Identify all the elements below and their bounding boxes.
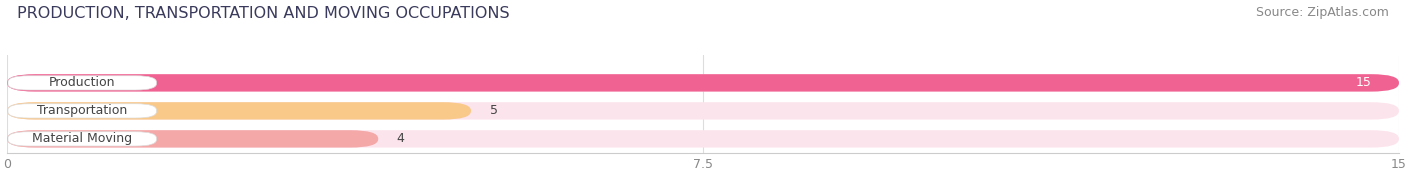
FancyBboxPatch shape [8,132,156,146]
FancyBboxPatch shape [8,76,156,90]
Text: Material Moving: Material Moving [32,132,132,145]
Text: 15: 15 [1355,76,1371,89]
Text: Source: ZipAtlas.com: Source: ZipAtlas.com [1256,6,1389,19]
FancyBboxPatch shape [7,130,378,148]
FancyBboxPatch shape [7,74,1399,92]
Text: 5: 5 [489,104,498,117]
FancyBboxPatch shape [7,74,1399,92]
Text: Production: Production [49,76,115,89]
FancyBboxPatch shape [7,102,1399,120]
FancyBboxPatch shape [7,102,471,120]
FancyBboxPatch shape [7,130,1399,148]
Text: PRODUCTION, TRANSPORTATION AND MOVING OCCUPATIONS: PRODUCTION, TRANSPORTATION AND MOVING OC… [17,6,509,21]
FancyBboxPatch shape [8,104,156,118]
Text: Transportation: Transportation [37,104,128,117]
Text: 4: 4 [396,132,405,145]
